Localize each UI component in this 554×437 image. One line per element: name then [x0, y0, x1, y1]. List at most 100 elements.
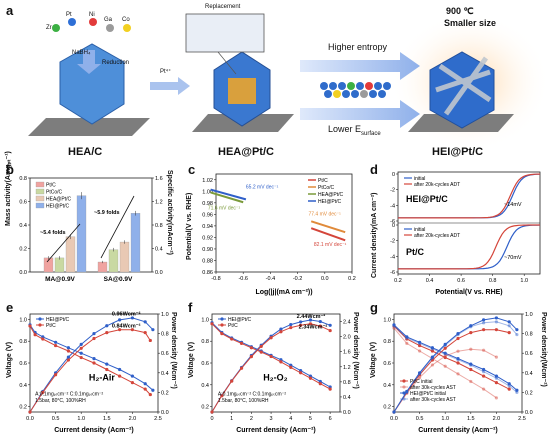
g-xlabel: Current density (Acm⁻²) [418, 427, 498, 434]
e-point [143, 382, 147, 386]
g-point [469, 324, 473, 328]
ga-dot [106, 24, 114, 32]
d-xtick-label: 0.6 [457, 278, 465, 284]
b-fold-arrow [100, 195, 135, 259]
label-hea: HEA/C [68, 146, 103, 158]
replacement-inset [185, 13, 265, 53]
g-xtick-label: 0.5 [416, 416, 424, 422]
g-point [494, 320, 498, 324]
f-xtick-label: 2 [250, 416, 253, 422]
e-point [66, 355, 70, 359]
f-cond1: A:0.1mgₚₜcm⁻² C:0.1mgₚₜcm⁻² [218, 392, 286, 398]
b-fold-ma: ~5.4 folds [40, 230, 66, 236]
g-point [456, 332, 460, 337]
f-xlabel: Current density (Acm⁻²) [236, 427, 316, 434]
d-ytick-label: -4 [390, 254, 395, 260]
e-point [79, 342, 83, 346]
e-gas: H₂-Air [89, 372, 115, 382]
f-rtick-label: 2.0 [343, 335, 351, 341]
d-panel-title: HEI@Pt/C [406, 194, 448, 204]
e-point [105, 331, 109, 335]
g-point [482, 374, 486, 378]
g-point [515, 328, 519, 332]
c-legend-label: HEI@Pt/C [318, 199, 342, 205]
f-rtick-label: 2.4 [343, 320, 351, 326]
e-ylabel-right: Power density (Wcm⁻²) [170, 312, 177, 389]
f-point [328, 387, 332, 391]
g-legend-label: HEI@Pt/C initial [410, 391, 446, 397]
b-bar [54, 257, 65, 273]
e-ltick-label: 0.2 [19, 405, 27, 411]
g-point [469, 325, 473, 329]
e-point [130, 316, 134, 320]
g-ltick-label: 0.6 [383, 361, 391, 367]
c-ytick-label: 0.98 [202, 201, 213, 207]
d-lsv-curve [398, 224, 540, 270]
c-series-line [310, 220, 346, 234]
g-point [494, 381, 498, 385]
e-point [54, 340, 58, 344]
e-rtick-label: 0.8 [161, 332, 169, 338]
f-rtick-label: 1.2 [343, 365, 351, 371]
g-point [469, 331, 473, 335]
g-xtick-label: 1.0 [441, 416, 449, 422]
f-point [299, 320, 303, 324]
f-xtick-label: 5 [309, 416, 312, 422]
d-ytick-label: 0 [392, 223, 395, 229]
e-point [148, 392, 152, 397]
g-point [494, 374, 498, 378]
panel-a-scheme [28, 12, 550, 152]
c-legend-label: Pt/C [318, 178, 328, 184]
g-xtick-label: 1.5 [467, 416, 475, 422]
d-legend-label: initial [414, 227, 425, 233]
g-point [456, 349, 460, 353]
e-ylabel-left: Voltage (V) [6, 341, 13, 378]
g-point [507, 324, 511, 328]
b-legend-label: HEA@Pt/C [46, 197, 71, 203]
g-ltick-label: 0.2 [383, 405, 391, 411]
g-point [418, 349, 422, 353]
f-xtick-label: 0 [210, 416, 213, 422]
f-point [230, 379, 234, 383]
panel-d-chart: 0.2 0.4 0.6 0.8 1.0 0 -2 -4 -6 HEI@Pt/C ~14mV initi… [390, 171, 541, 296]
f-point [289, 322, 293, 327]
e-xtick-label: 0.0 [26, 416, 34, 422]
g-point [418, 376, 422, 380]
e-point [66, 346, 70, 350]
d-ytick-label: 0 [392, 172, 395, 178]
e-point [41, 390, 45, 394]
g-curve [393, 325, 510, 390]
g-point [443, 354, 447, 358]
f-point [289, 325, 293, 330]
f-point [318, 319, 322, 324]
c-xlabel: Log(|j|(mA cm⁻²)) [255, 289, 312, 296]
g-point [482, 318, 486, 322]
f-point [299, 371, 303, 375]
g-point [430, 346, 434, 350]
g-legend-marker [402, 385, 406, 389]
f-ltick-label: 0.8 [201, 339, 209, 345]
f-point [279, 327, 283, 331]
f-xtick-label: 4 [289, 416, 292, 422]
c-ylabel: Potential(V vs. RHE) [186, 192, 193, 260]
f-point [239, 341, 244, 345]
f-point [318, 382, 322, 386]
e-point [54, 373, 58, 377]
ordered-chains [435, 56, 492, 116]
g-point [443, 342, 447, 346]
g-curve [393, 321, 518, 413]
panel-c-chart: -0.8 -0.6 -0.4 -0.2 0.0 0.2 0.86 0.88 0.90 0.92 0.… [202, 173, 356, 296]
d-ytick-label: -2 [390, 188, 395, 194]
c-ytick-label: 0.90 [202, 247, 213, 253]
g-point [430, 363, 434, 367]
f-xtick-label: 1 [230, 416, 233, 422]
el-ni: Ni [89, 12, 95, 18]
g-point [494, 328, 498, 332]
g-rtick-label: 0.4 [525, 371, 533, 377]
b-legend-swatch [35, 188, 45, 195]
g-ltick-label: 1.0 [383, 317, 391, 323]
f-point [239, 366, 244, 370]
c-ytick-label: 0.96 [202, 212, 213, 218]
g-ylabel-right: Power density(Wcm⁻²) [540, 312, 547, 387]
